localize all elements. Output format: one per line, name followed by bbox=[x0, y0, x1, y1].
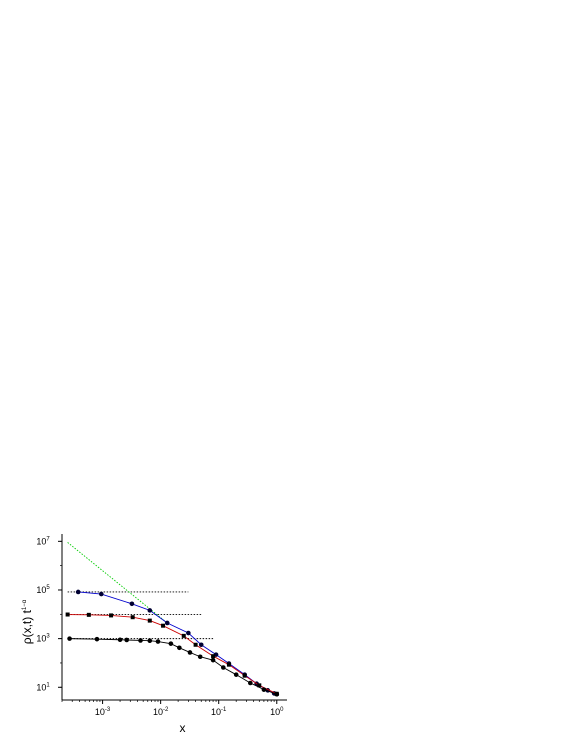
data-point bbox=[248, 680, 253, 686]
x-tick-label-exp: 0 bbox=[280, 707, 284, 713]
data-point bbox=[130, 615, 135, 620]
data-point bbox=[177, 645, 182, 651]
data-point bbox=[67, 636, 72, 641]
data-point bbox=[94, 636, 100, 642]
data-point bbox=[226, 662, 231, 667]
data-point bbox=[86, 612, 91, 617]
y-tick-label-exp: 3 bbox=[46, 634, 50, 640]
reference-line bbox=[67, 542, 168, 624]
data-point bbox=[147, 608, 153, 613]
x-tick-label-base: 10 bbox=[270, 707, 280, 717]
data-point bbox=[186, 630, 191, 636]
x-tick-label-exp: -1 bbox=[221, 707, 227, 713]
y-tick-label: 105 bbox=[36, 585, 50, 595]
x-tick-label: 10-2 bbox=[153, 707, 169, 717]
y-tick-label-exp: 5 bbox=[46, 585, 50, 591]
data-point bbox=[198, 642, 204, 648]
data-point bbox=[257, 683, 262, 688]
y-tick-label-base: 10 bbox=[36, 536, 46, 546]
y-tick-label-base: 10 bbox=[36, 682, 46, 692]
series-line bbox=[69, 638, 277, 695]
y-tick-label-exp: 7 bbox=[46, 536, 50, 542]
y-axis-title-main: ρ(x,t) t bbox=[20, 609, 34, 644]
x-tick-label: 100 bbox=[270, 707, 284, 717]
data-point bbox=[164, 620, 170, 626]
data-point bbox=[117, 637, 123, 643]
data-point bbox=[197, 654, 203, 660]
x-tick-label-base: 10 bbox=[95, 707, 105, 717]
x-tick-label-base: 10 bbox=[211, 707, 221, 717]
data-point bbox=[193, 642, 198, 647]
x-tick-label-base: 10 bbox=[153, 707, 163, 717]
data-point bbox=[274, 691, 280, 697]
data-point bbox=[109, 613, 114, 618]
data-point bbox=[124, 637, 129, 643]
y-tick-label-base: 10 bbox=[36, 634, 46, 644]
data-point bbox=[138, 638, 143, 643]
y-axis-title-sup: 1−α bbox=[22, 599, 28, 610]
data-point bbox=[181, 633, 186, 638]
plot-area bbox=[65, 542, 280, 697]
x-axis-title: x bbox=[180, 721, 186, 735]
data-point bbox=[65, 612, 70, 617]
data-point bbox=[242, 673, 247, 678]
data-point bbox=[129, 601, 135, 607]
data-point bbox=[233, 672, 239, 677]
axes: x ρ(x,t) t1−α 10-3 10-2 10-1 10010110310510… bbox=[20, 534, 287, 735]
data-point bbox=[211, 654, 216, 659]
x-tick-label-exp: -2 bbox=[163, 707, 169, 713]
data-point bbox=[261, 687, 267, 692]
y-axis-title: ρ(x,t) t1−α bbox=[20, 599, 34, 644]
data-point bbox=[161, 623, 166, 628]
y-tick-label: 101 bbox=[36, 682, 50, 692]
y-tick-label: 107 bbox=[36, 536, 50, 546]
series-line bbox=[78, 591, 277, 695]
y-tick-label-exp: 1 bbox=[46, 682, 50, 688]
data-point bbox=[98, 591, 104, 597]
data-point bbox=[187, 650, 193, 655]
x-tick-label: 10-3 bbox=[95, 707, 111, 717]
data-point bbox=[75, 589, 81, 595]
data-point bbox=[168, 641, 174, 646]
data-point bbox=[147, 618, 152, 623]
series-line bbox=[67, 614, 277, 695]
data-point bbox=[210, 657, 216, 663]
x-tick-label: 10-1 bbox=[211, 707, 227, 717]
data-point bbox=[147, 638, 153, 644]
data-point bbox=[155, 639, 161, 644]
x-tick-label-exp: -3 bbox=[105, 707, 111, 713]
data-point bbox=[221, 665, 226, 670]
y-tick-label-base: 10 bbox=[36, 585, 46, 595]
y-tick-label: 103 bbox=[36, 634, 50, 644]
